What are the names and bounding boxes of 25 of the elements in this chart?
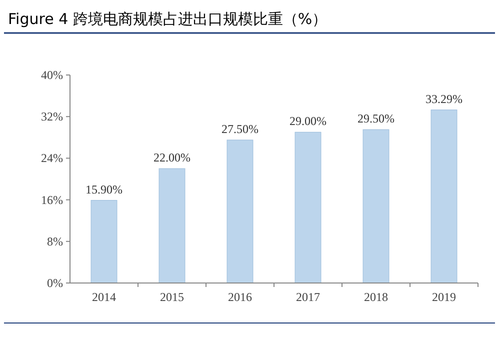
x-tick-label: 2017 [296,290,320,304]
data-label: 15.90% [86,182,122,196]
bar [90,200,118,284]
bar [226,140,254,284]
y-tick-label: 8% [47,234,63,248]
bar [430,110,458,284]
x-tick-label: 2014 [92,290,116,304]
x-tick-label: 2016 [228,290,252,304]
x-tick-label: 2015 [160,290,184,304]
data-label: 27.50% [222,122,258,136]
y-tick-label: 16% [41,192,63,207]
y-tick-label: 24% [41,151,63,166]
data-label: 29.00% [290,114,326,128]
data-label: 33.29% [426,92,462,106]
bar [294,132,322,284]
x-tick-label: 2019 [432,290,456,304]
data-label: 29.50% [358,112,394,126]
data-label: 22.00% [154,150,190,165]
bar [158,168,186,284]
chart-title: Figure 4 跨境电商规模占进出口规模比重（%） [8,10,328,28]
y-tick-label: 40% [41,68,63,82]
bar [362,129,390,284]
y-tick-label: 32% [41,110,63,124]
x-tick-label: 2018 [364,290,388,304]
y-tick-label: 0% [47,276,63,290]
